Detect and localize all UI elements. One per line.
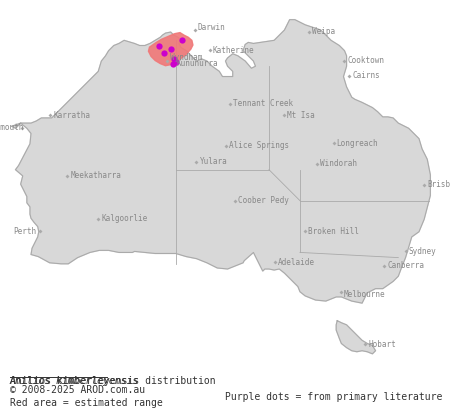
Text: Coober Pedy: Coober Pedy [238, 196, 289, 205]
Text: Perth: Perth [13, 227, 36, 236]
Text: Kununurra: Kununurra [176, 59, 218, 68]
Text: Anilios kimberleyensis distribution: Anilios kimberleyensis distribution [10, 376, 216, 386]
Text: Anilios kimberleyensis: Anilios kimberleyensis [10, 376, 139, 386]
Text: Karratha: Karratha [53, 111, 90, 120]
Text: Tennant Creek: Tennant Creek [233, 100, 293, 108]
Text: Hobart: Hobart [369, 340, 396, 349]
Text: Sydney: Sydney [409, 247, 436, 256]
Text: Mt Isa: Mt Isa [288, 111, 315, 120]
Text: Kalgoorlie: Kalgoorlie [101, 214, 147, 223]
Text: Yulara: Yulara [199, 157, 227, 166]
Text: Purple dots = from primary literature: Purple dots = from primary literature [225, 392, 442, 402]
Text: Cooktown: Cooktown [347, 56, 384, 65]
Text: Katherine: Katherine [213, 46, 254, 55]
Text: Red area = estimated range: Red area = estimated range [10, 398, 162, 408]
Text: Meekatharra: Meekatharra [70, 171, 121, 181]
Text: Melbourne: Melbourne [344, 290, 386, 300]
Polygon shape [148, 33, 193, 66]
Text: Weipa: Weipa [312, 27, 335, 37]
Text: Canberra: Canberra [387, 261, 424, 270]
Text: Wyndham: Wyndham [170, 53, 202, 62]
Text: Exmouth: Exmouth [0, 123, 23, 132]
Polygon shape [12, 20, 430, 303]
Text: Cairns: Cairns [352, 71, 380, 80]
Text: © 2008-2025 AROD.com.au: © 2008-2025 AROD.com.au [10, 385, 145, 395]
Text: Windorah: Windorah [320, 159, 357, 168]
Text: Darwin: Darwin [198, 23, 226, 32]
Polygon shape [336, 321, 375, 354]
Text: Brisbane: Brisbane [428, 181, 450, 189]
Text: Longreach: Longreach [337, 139, 378, 148]
Text: Broken Hill: Broken Hill [308, 227, 359, 236]
Text: Adelaide: Adelaide [278, 258, 315, 266]
Text: Anilios kimberleyensis distribution: Anilios kimberleyensis distribution [10, 376, 216, 386]
Text: Alice Springs: Alice Springs [230, 142, 289, 150]
